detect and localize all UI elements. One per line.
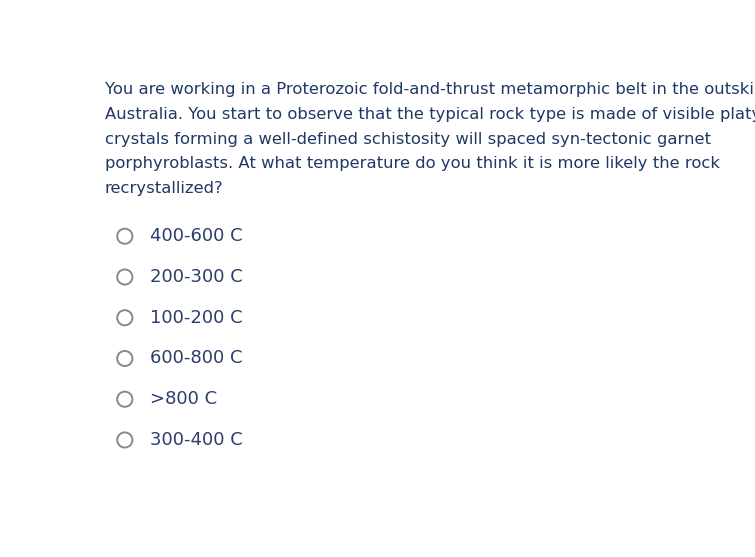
Text: 600-800 C: 600-800 C	[150, 349, 242, 368]
Text: crystals forming a well-defined schistosity will spaced syn-tectonic garnet: crystals forming a well-defined schistos…	[105, 131, 711, 146]
Text: 200-300 C: 200-300 C	[150, 268, 242, 286]
Text: porphyroblasts. At what temperature do you think it is more likely the rock: porphyroblasts. At what temperature do y…	[105, 157, 720, 172]
Text: 400-600 C: 400-600 C	[150, 227, 242, 245]
Text: 100-200 C: 100-200 C	[150, 309, 242, 327]
Text: You are working in a Proterozoic fold-and-thrust metamorphic belt in the outskir: You are working in a Proterozoic fold-an…	[105, 82, 755, 97]
Text: recrystallized?: recrystallized?	[105, 182, 223, 197]
Text: 300-400 C: 300-400 C	[150, 431, 242, 449]
Text: >800 C: >800 C	[150, 390, 217, 408]
Text: Australia. You start to observe that the typical rock type is made of visible pl: Australia. You start to observe that the…	[105, 107, 755, 122]
